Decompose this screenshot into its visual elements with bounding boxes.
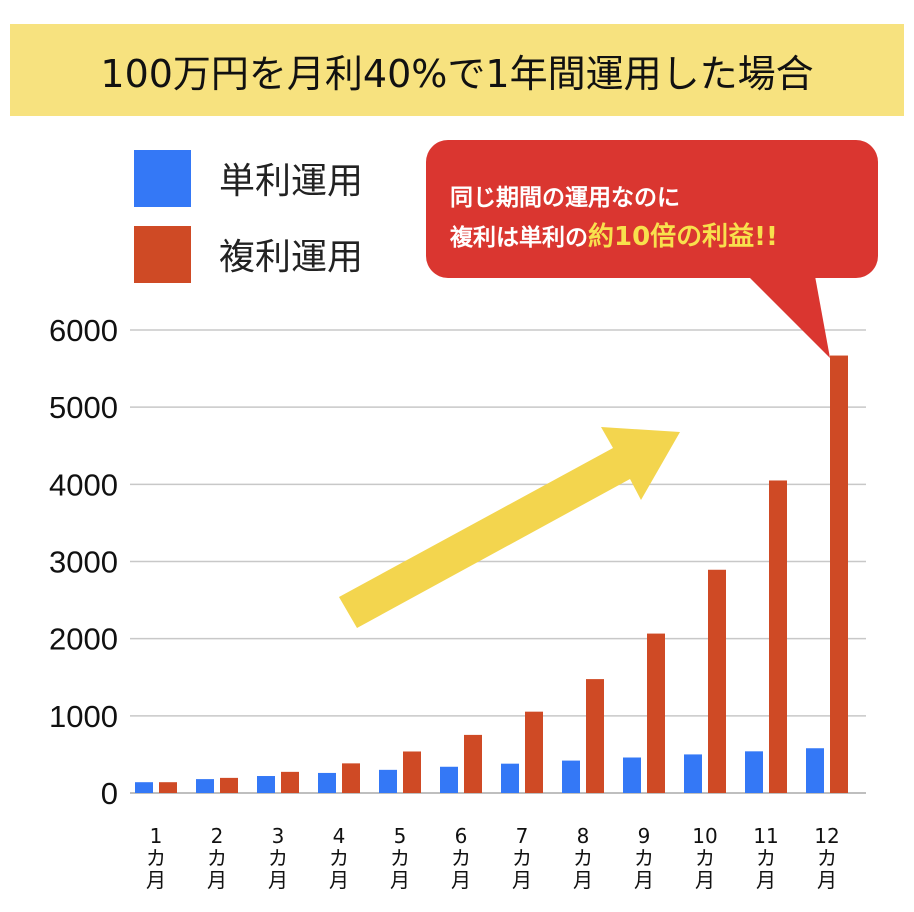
x-tick-label: 月: [573, 868, 593, 892]
bar-simple-8: [562, 760, 580, 793]
x-tick-label: 月: [695, 868, 715, 892]
x-tick-label: 11: [753, 824, 778, 848]
y-tick-label: 6000: [49, 313, 118, 348]
x-tick-label: 月: [634, 868, 654, 892]
x-tick-label: カ: [329, 846, 349, 870]
bar-compound-6: [464, 734, 482, 793]
x-tick-label: カ: [817, 846, 837, 870]
x-tick-label: 7: [516, 824, 529, 848]
x-tick-label: カ: [390, 846, 410, 870]
x-tick-label: 月: [207, 868, 227, 892]
bar-compound-10: [708, 569, 726, 793]
callout-tail: [748, 276, 830, 358]
chart-title: 100万円を月利40%で1年間運用した場合: [100, 51, 814, 96]
x-tick-label: カ: [573, 846, 593, 870]
x-tick-label: 月: [756, 868, 776, 892]
x-tick-label: カ: [268, 846, 288, 870]
callout-bubble: 同じ期間の運用なのに 複利は単利の約10倍の利益!!: [426, 140, 878, 278]
bar-compound-9: [647, 633, 665, 793]
trend-arrow-icon: [339, 427, 680, 628]
x-tick-label: 月: [268, 868, 288, 892]
x-tick-label: カ: [207, 846, 227, 870]
y-axis-ticks: 0 1000 2000 3000 4000 5000 6000: [49, 313, 118, 811]
bar-simple-11: [745, 751, 763, 793]
x-tick-label: 5: [394, 824, 407, 848]
bar-simple-1: [135, 782, 153, 793]
x-tick-label: 1: [150, 824, 163, 848]
bar-compound-8: [586, 679, 604, 793]
x-tick-label: 月: [817, 868, 837, 892]
x-tick-label: 2: [211, 824, 224, 848]
bar-simple-6: [440, 766, 458, 793]
x-tick-label: カ: [695, 846, 715, 870]
grid-lines: [130, 329, 866, 794]
bar-compound-2: [220, 777, 238, 793]
legend-label-simple: 単利運用: [219, 161, 364, 202]
y-tick-label: 0: [101, 776, 118, 811]
legend: 単利運用 複利運用: [134, 148, 363, 300]
legend-swatch-compound: [134, 225, 191, 283]
bar-simple-7: [501, 763, 519, 793]
bar-simple-4: [318, 772, 336, 793]
legend-swatch-simple: [134, 149, 191, 207]
bar-compound-7: [525, 711, 543, 793]
bar-compound-4: [342, 763, 360, 793]
x-tick-label: 月: [390, 868, 410, 892]
x-tick-label: 月: [146, 868, 166, 892]
title-banner: 100万円を月利40%で1年間運用した場合: [10, 24, 904, 116]
callout-line-2-prefix: 複利は単利の: [450, 225, 588, 251]
bars: [135, 355, 848, 793]
bar-simple-3: [257, 776, 275, 793]
x-tick-label: 月: [329, 868, 349, 892]
bar-compound-12: [830, 355, 848, 793]
x-tick-label: 6: [455, 824, 468, 848]
legend-item-simple: 単利運用: [134, 148, 363, 208]
x-tick-label: カ: [451, 846, 471, 870]
x-tick-label: カ: [756, 846, 776, 870]
y-tick-label: 5000: [49, 390, 118, 425]
x-tick-label: 4: [333, 824, 346, 848]
legend-item-compound: 複利運用: [134, 224, 363, 284]
legend-label-compound: 複利運用: [219, 237, 364, 278]
bar-simple-5: [379, 769, 397, 793]
y-tick-label: 4000: [49, 467, 118, 502]
bar-simple-10: [684, 754, 702, 793]
x-tick-label: 3: [272, 824, 285, 848]
bar-simple-2: [196, 779, 214, 793]
y-tick-label: 1000: [49, 699, 118, 734]
y-tick-label: 2000: [49, 622, 118, 657]
x-tick-label: 12: [814, 824, 839, 848]
callout-line-1: 同じ期間の運用なのに: [450, 185, 680, 211]
x-tick-label: 10: [692, 824, 717, 848]
bar-compound-3: [281, 771, 299, 793]
x-tick-label: 月: [512, 868, 532, 892]
bar-simple-9: [623, 757, 641, 793]
y-tick-label: 3000: [49, 545, 118, 580]
x-tick-label: カ: [146, 846, 166, 870]
bar-compound-5: [403, 751, 421, 793]
x-tick-label: 9: [638, 824, 651, 848]
x-tick-label: 月: [451, 868, 471, 892]
callout-line-2: 複利は単利の約10倍の利益!!: [450, 216, 778, 253]
bar-compound-1: [159, 782, 177, 793]
bar-compound-11: [769, 480, 787, 793]
x-tick-label: カ: [634, 846, 654, 870]
bar-simple-12: [806, 748, 824, 793]
callout-highlight: 約10倍の利益!!: [588, 222, 778, 252]
x-tick-label: カ: [512, 846, 532, 870]
x-tick-label: 8: [577, 824, 590, 848]
